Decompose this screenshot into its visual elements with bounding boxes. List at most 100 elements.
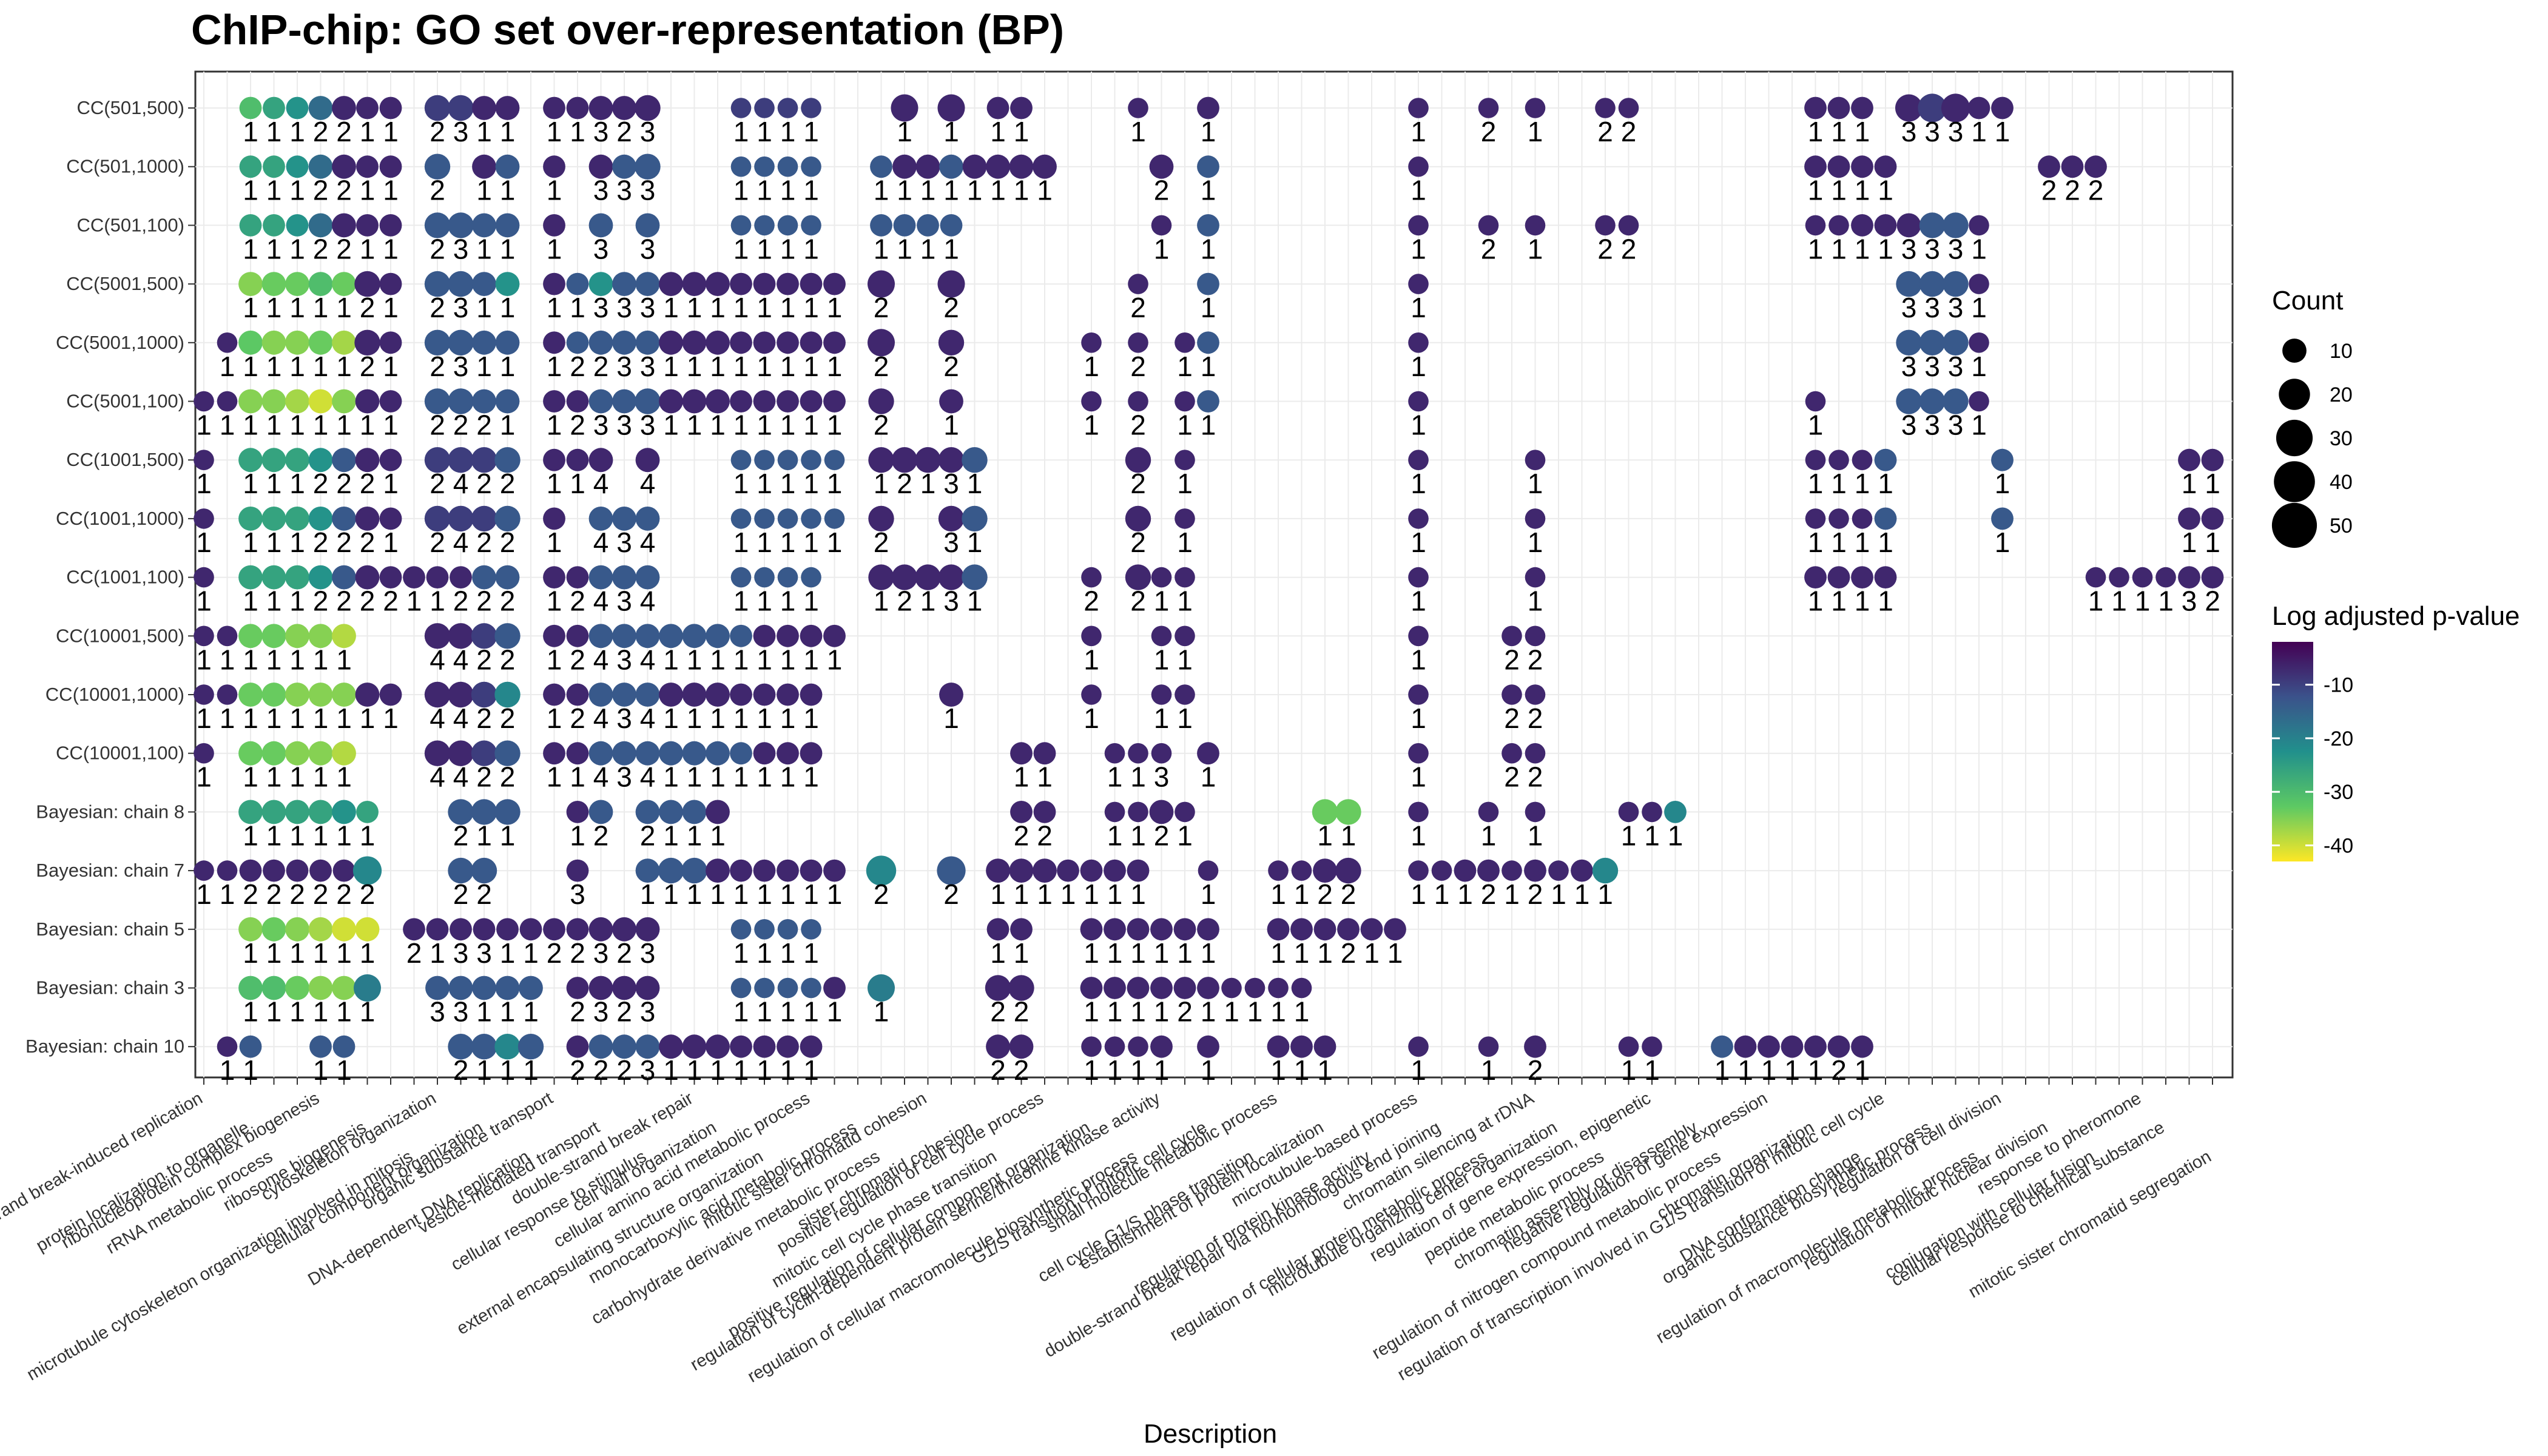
data-point xyxy=(868,270,895,298)
count-label: 1 xyxy=(1410,1054,1426,1086)
count-label: 1 xyxy=(1177,527,1193,558)
data-point xyxy=(332,448,356,473)
count-label: 1 xyxy=(1410,703,1426,734)
count-label: 2 xyxy=(640,820,656,851)
data-point xyxy=(286,96,309,120)
data-point xyxy=(1081,625,1102,647)
x-axis-title: Description xyxy=(1144,1419,1277,1449)
data-point xyxy=(1943,271,1969,297)
data-point xyxy=(612,96,636,120)
count-label: 2 xyxy=(336,527,352,558)
count-label: 3 xyxy=(593,410,609,441)
count-label: 4 xyxy=(453,644,469,675)
data-point xyxy=(635,272,660,296)
count-label: 1 xyxy=(383,116,399,147)
count-label: 1 xyxy=(710,644,726,675)
data-point xyxy=(635,741,660,766)
data-point xyxy=(1525,801,1546,823)
data-point xyxy=(891,564,918,590)
count-label: 2 xyxy=(336,468,352,499)
data-point xyxy=(356,214,379,237)
data-point xyxy=(1080,918,1103,941)
data-point xyxy=(937,94,965,122)
count-label: 1 xyxy=(757,996,772,1028)
data-point xyxy=(1874,214,1897,237)
data-point xyxy=(263,859,285,882)
count-label: 3 xyxy=(640,410,656,441)
data-point xyxy=(543,272,565,295)
data-point xyxy=(1991,507,2014,530)
count-label: 2 xyxy=(570,585,585,617)
data-point xyxy=(424,447,451,473)
data-point xyxy=(962,154,987,179)
data-point xyxy=(424,212,451,238)
data-point xyxy=(801,156,821,177)
data-point xyxy=(777,390,799,413)
count-label: 2 xyxy=(1481,116,1497,147)
data-point xyxy=(1408,274,1429,294)
count-label: 1 xyxy=(967,585,983,617)
count-label: 1 xyxy=(874,233,889,265)
data-point xyxy=(332,917,356,942)
data-point xyxy=(1852,450,1873,470)
data-point xyxy=(194,625,214,647)
data-point xyxy=(730,508,752,529)
data-point xyxy=(730,624,752,647)
count-label: 1 xyxy=(1644,1054,1660,1086)
count-label: 1 xyxy=(1294,878,1310,910)
data-point xyxy=(800,742,823,765)
data-point xyxy=(801,919,821,940)
count-label: 1 xyxy=(827,468,843,499)
data-point xyxy=(332,682,356,707)
count-label: 1 xyxy=(1808,116,1824,147)
count-label: 1 xyxy=(547,703,562,734)
data-point xyxy=(424,271,451,297)
data-point xyxy=(1896,271,1922,297)
data-point xyxy=(494,623,521,649)
data-point xyxy=(681,857,707,884)
size-legend: Count 10 20 30 40 50 xyxy=(2271,286,2353,548)
count-label: 1 xyxy=(1481,1054,1497,1086)
data-point xyxy=(238,976,263,1000)
count-label: 1 xyxy=(1247,996,1263,1028)
count-label: 1 xyxy=(360,410,376,441)
data-point xyxy=(261,330,286,355)
size-legend-dot xyxy=(2274,461,2315,502)
count-label: 1 xyxy=(1130,820,1146,851)
y-tick-label: Bayesian: chain 7 xyxy=(36,860,184,881)
count-label: 1 xyxy=(500,175,516,206)
data-point xyxy=(588,213,613,238)
data-point xyxy=(494,1034,521,1060)
count-label: 2 xyxy=(1014,1054,1030,1086)
data-point xyxy=(263,155,285,178)
data-point xyxy=(1874,155,1897,178)
data-point xyxy=(612,682,636,707)
count-label: 1 xyxy=(500,233,516,265)
count-label: 1 xyxy=(500,351,516,382)
count-label: 1 xyxy=(803,644,819,675)
data-point xyxy=(2201,507,2224,530)
count-label: 1 xyxy=(1621,1054,1637,1086)
data-point xyxy=(2155,567,2176,588)
data-point xyxy=(285,389,309,414)
count-label: 2 xyxy=(313,585,329,617)
count-label: 2 xyxy=(1130,585,1146,617)
count-label: 2 xyxy=(476,468,492,499)
data-point xyxy=(1478,1036,1499,1057)
count-label: 1 xyxy=(476,1054,492,1086)
count-label: 1 xyxy=(289,820,305,851)
data-point xyxy=(777,859,799,882)
data-point xyxy=(379,507,402,530)
data-point xyxy=(612,565,636,590)
count-label: 4 xyxy=(640,468,656,499)
count-label: 1 xyxy=(313,703,329,734)
data-point xyxy=(1010,801,1033,823)
count-label: 1 xyxy=(967,527,983,558)
count-label: 1 xyxy=(1084,644,1099,675)
data-point xyxy=(1290,1035,1313,1058)
count-label: 2 xyxy=(1597,116,1613,147)
count-label: 1 xyxy=(1107,761,1123,793)
data-point xyxy=(824,508,845,529)
data-point xyxy=(1197,1035,1219,1058)
